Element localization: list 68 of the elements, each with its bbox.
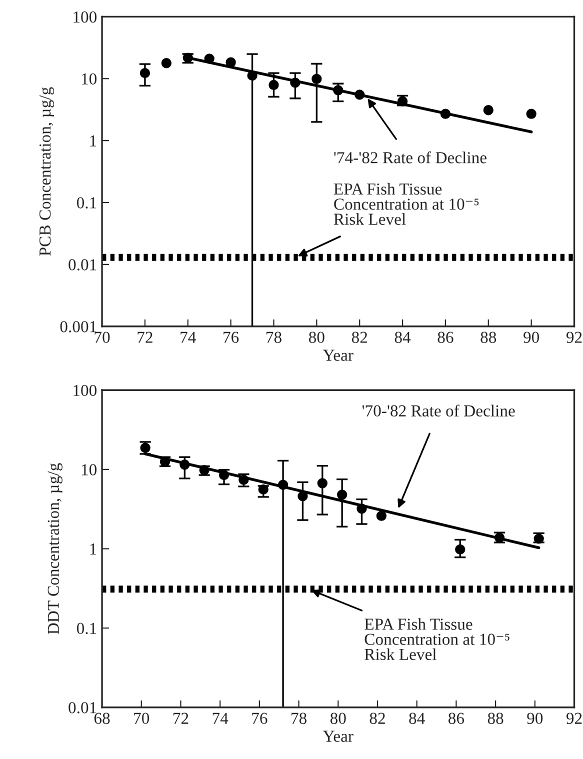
x-tick-label: 76: [224, 332, 239, 343]
point: [526, 108, 536, 119]
point: [356, 504, 367, 514]
point: [247, 70, 258, 81]
y-tick-label: 10: [82, 73, 97, 85]
x-tick-label: 70: [134, 712, 150, 724]
point: [312, 74, 322, 84]
point: [226, 57, 236, 68]
y-tick-label: 1: [90, 544, 96, 555]
x-tick-label: 70: [94, 332, 110, 343]
point: [317, 478, 328, 488]
y-tick-label: 0.01: [68, 702, 96, 714]
x-tick-label: 90: [527, 712, 543, 724]
x-tick-label: 92: [566, 712, 582, 724]
x-tick-label: 86: [448, 712, 464, 724]
x-tick-label: 84: [394, 332, 411, 343]
x-tick-label: 78: [266, 332, 282, 343]
y-axis-title: DDT Concentration, µg/g: [48, 463, 62, 634]
x-tick-label: 74: [212, 712, 228, 724]
point: [440, 108, 451, 119]
x-tick-label: 78: [292, 712, 306, 724]
y-tick-label: 0.1: [76, 197, 96, 209]
point: [258, 484, 268, 494]
x-axis-title: Year: [322, 730, 354, 742]
x-tick-label: 74: [180, 332, 196, 343]
y-axis-title: PCB Concentration, µg/g: [39, 87, 54, 256]
point: [161, 58, 172, 68]
point: [455, 544, 466, 555]
y-tick-label: 100: [74, 11, 97, 23]
x-tick-label: 72: [138, 332, 152, 343]
annotation: '70-'82 Rate of Decline: [362, 404, 515, 417]
y-tick-label: 10: [82, 464, 97, 476]
point: [180, 460, 190, 470]
point: [278, 480, 288, 490]
point: [333, 85, 344, 96]
point: [354, 90, 365, 100]
x-tick-label: 80: [330, 712, 346, 724]
annotation: '74-'82 Rate of Decline: [334, 151, 486, 164]
x-tick-label: 68: [94, 712, 110, 724]
point: [483, 105, 494, 116]
x-tick-label: 88: [480, 332, 496, 343]
y-tick-label: 1: [90, 135, 96, 146]
point: [218, 470, 230, 480]
y-tick-label: 0.001: [60, 321, 96, 332]
x-tick-label: 90: [524, 332, 540, 343]
x-tick-label: 86: [438, 332, 454, 343]
point: [336, 490, 348, 500]
x-axis-title: Year: [322, 350, 354, 361]
y-tick-label: 0.01: [68, 259, 96, 270]
point: [238, 474, 249, 485]
point: [140, 68, 150, 78]
point: [268, 80, 279, 90]
point: [204, 54, 214, 64]
x-tick-label: 82: [370, 712, 385, 724]
annotation: EPA Fish Tissue Concentration at 10⁻⁵ Risk Level: [364, 618, 510, 660]
x-tick-label: 92: [566, 332, 582, 343]
x-tick-label: 80: [308, 332, 324, 343]
x-tick-label: 76: [252, 712, 268, 724]
x-tick-label: 72: [173, 712, 188, 724]
x-tick-label: 88: [488, 712, 504, 724]
point: [298, 491, 308, 502]
point: [290, 78, 300, 88]
annotation: EPA Fish Tissue Concentration at 10⁻⁵ Risk Level: [334, 182, 479, 225]
x-tick-label: 84: [409, 712, 425, 724]
y-tick-label: 0.1: [76, 622, 96, 634]
x-tick-label: 82: [352, 332, 368, 343]
y-tick-label: 100: [74, 384, 97, 396]
point: [376, 510, 387, 521]
